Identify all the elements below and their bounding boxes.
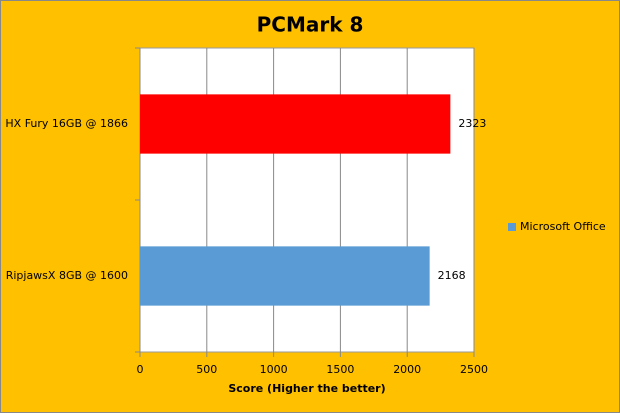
x-tick-label: 1000 <box>260 363 288 376</box>
chart-title: PCMark 8 <box>257 13 364 37</box>
y-tick-label: RipjawsX 8GB @ 1600 <box>6 269 128 282</box>
x-tick-label: 0 <box>137 363 144 376</box>
x-tick-label: 1500 <box>326 363 354 376</box>
legend-label: Microsoft Office <box>520 220 606 233</box>
value-label: 2168 <box>438 269 466 282</box>
legend-swatch <box>508 223 516 231</box>
x-tick-label: 2000 <box>393 363 421 376</box>
x-axis-title: Score (Higher the better) <box>228 382 385 395</box>
x-tick-label: 500 <box>196 363 217 376</box>
value-label: 2323 <box>458 117 486 130</box>
bar <box>140 94 451 154</box>
y-tick-label: HX Fury 16GB @ 1866 <box>5 117 128 130</box>
bar <box>140 246 430 306</box>
x-tick-label: 2500 <box>460 363 488 376</box>
plot-area <box>139 47 475 353</box>
